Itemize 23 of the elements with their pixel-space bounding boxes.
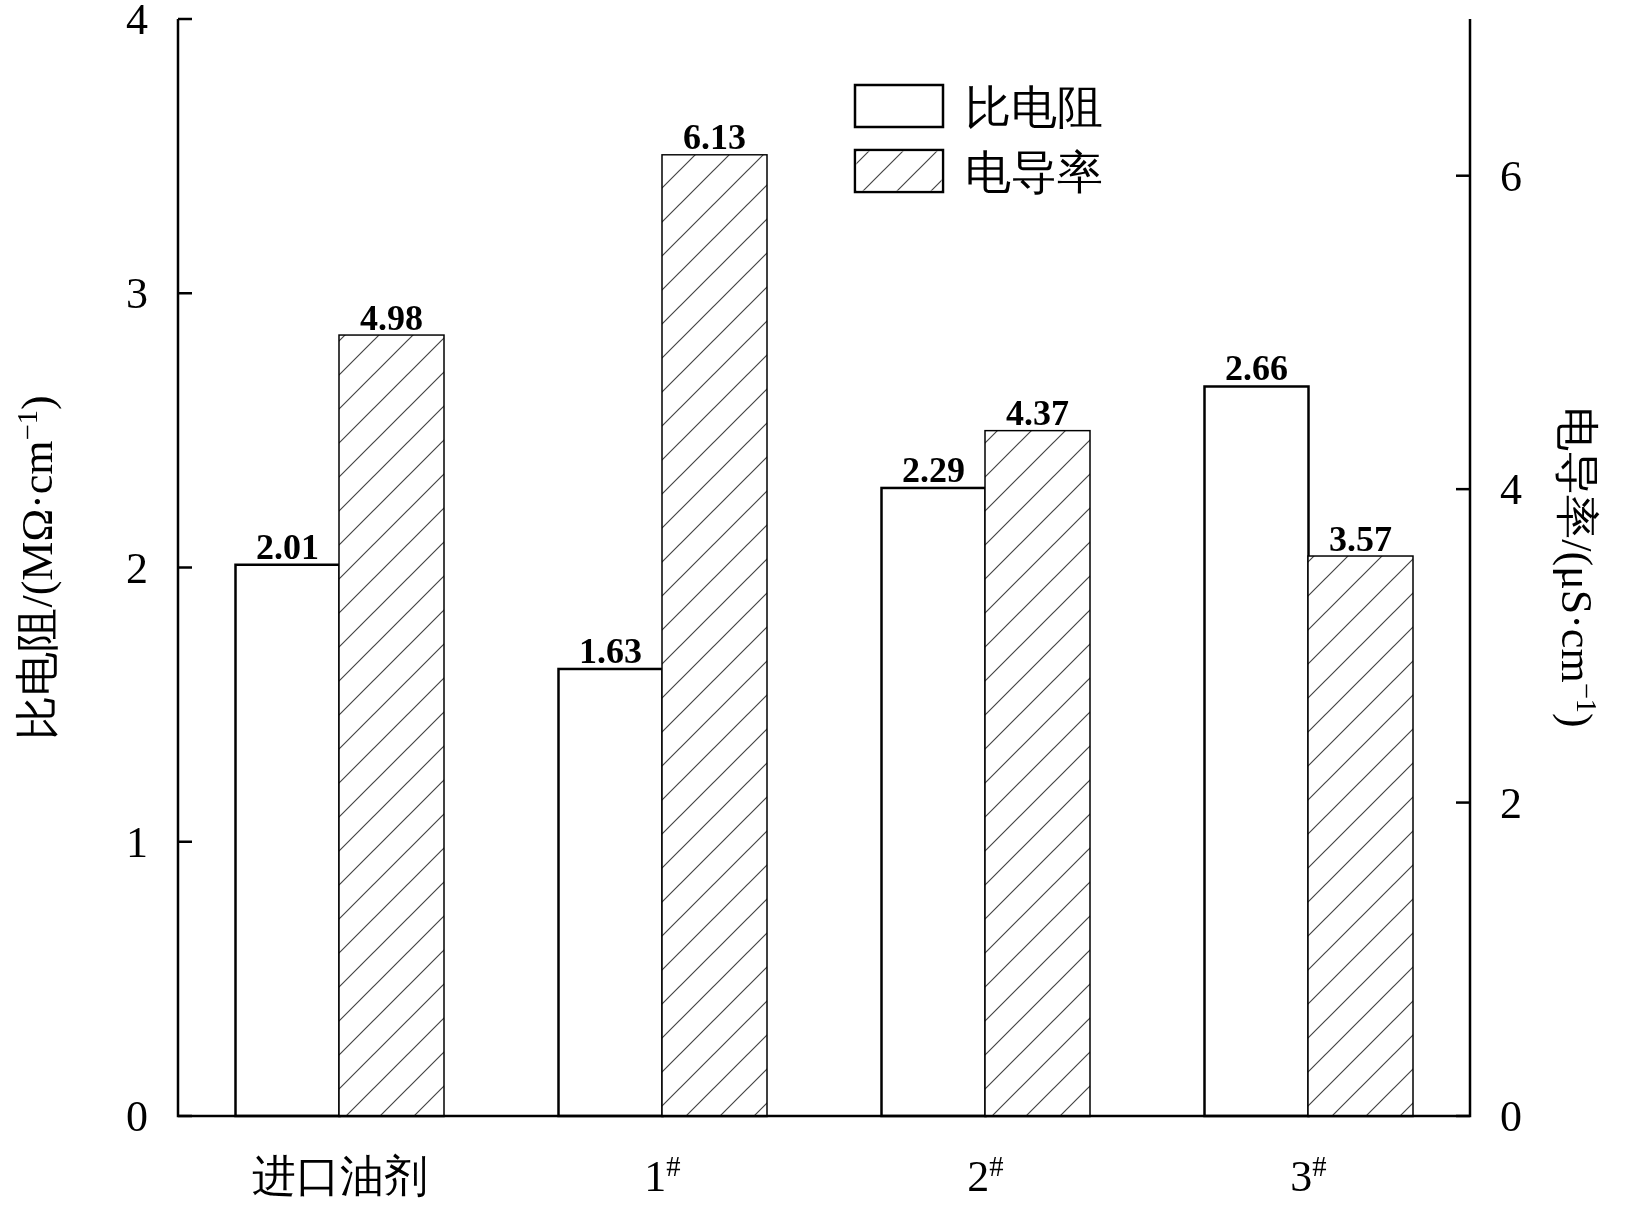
data-label: 4.98 <box>360 297 423 338</box>
data-label: 6.13 <box>683 117 746 158</box>
y2-tick-label: 4 <box>1500 465 1522 515</box>
x-tick-label: 3$^{#}$ <box>1290 1150 1327 1201</box>
legend-label: 电导率 <box>965 147 1103 198</box>
y2-tick-label: 6 <box>1500 151 1522 201</box>
data-label: 2.29 <box>902 449 965 490</box>
x-tick-label: 1$^{#}$ <box>644 1150 681 1201</box>
y-tick-label: 2 <box>126 543 148 593</box>
y-tick-label: 0 <box>126 1092 148 1141</box>
data-label: 2.01 <box>256 526 319 567</box>
y2-tick-label: 2 <box>1500 778 1522 828</box>
data-label: 1.63 <box>579 630 642 671</box>
data-label: 2.66 <box>1225 348 1288 389</box>
legend-label: 比电阻 <box>965 82 1103 133</box>
data-label: 4.37 <box>1006 393 1069 434</box>
y-tick-label: 4 <box>126 0 148 44</box>
y-tick-label: 1 <box>126 817 148 867</box>
x-tick-label: 2$^{#}$ <box>967 1150 1004 1201</box>
y2-tick-label: 0 <box>1500 1092 1522 1141</box>
data-label: 3.57 <box>1329 518 1392 559</box>
x-tick-label: 进口油剂 <box>251 1152 428 1201</box>
y-tick-label: 3 <box>126 269 148 319</box>
